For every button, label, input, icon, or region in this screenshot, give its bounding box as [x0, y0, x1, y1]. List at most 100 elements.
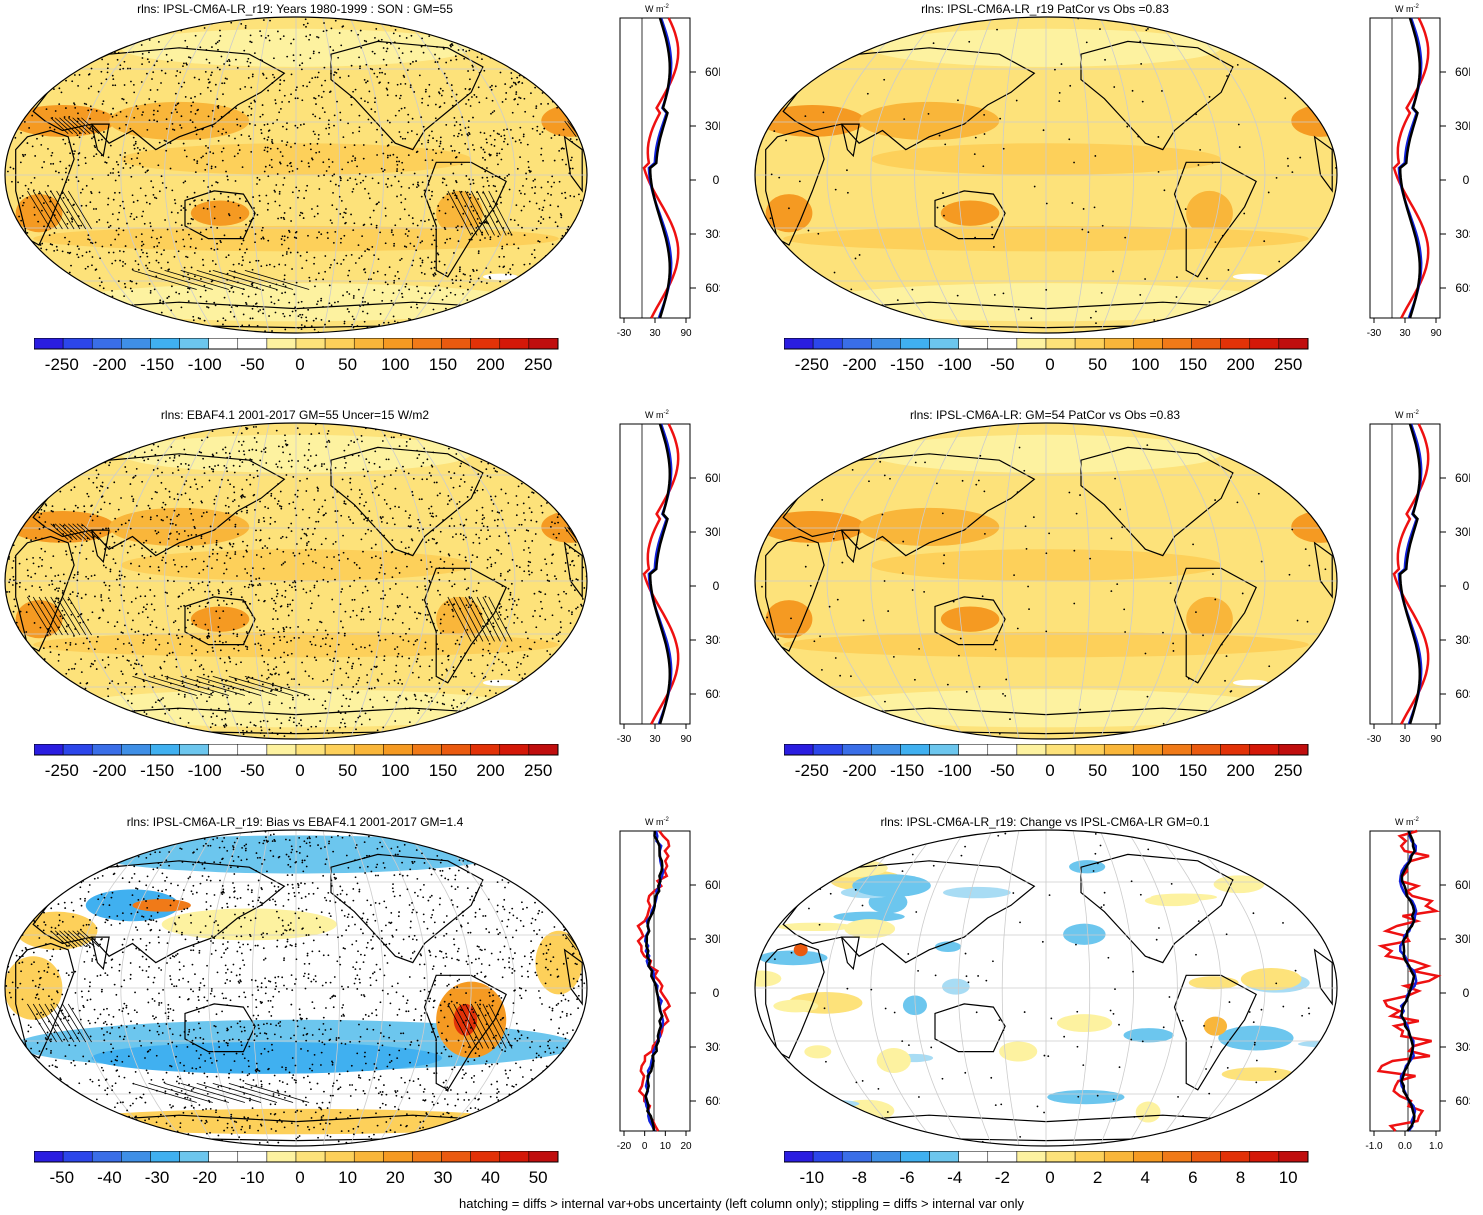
stipple-dot: [565, 241, 568, 243]
stipple-dot: [562, 128, 565, 131]
stipple-dot: [316, 212, 319, 215]
stipple-dot: [5, 120, 6, 123]
stipple-dot: [318, 51, 321, 54]
stipple-dot: [191, 708, 194, 711]
stipple-dot: [481, 518, 484, 521]
stipple-dot: [201, 501, 203, 504]
stipple-dot: [207, 687, 210, 690]
stipple-dot: [490, 453, 493, 456]
stipple-dot: [21, 277, 24, 280]
stipple-dot: [409, 84, 412, 87]
stipple-dot: [344, 212, 347, 215]
stipple-dot: [527, 564, 530, 567]
stipple-dot: [470, 672, 473, 674]
stipple-dot: [584, 295, 586, 298]
stipple-dot: [302, 306, 305, 309]
stipple-dot: [19, 197, 22, 199]
stipple-dot: [127, 332, 129, 333]
stipple-dot: [305, 319, 308, 322]
stipple-dot: [96, 710, 99, 713]
stipple-dot: [374, 36, 376, 39]
stipple-dot: [353, 598, 356, 601]
stipple-dot: [306, 655, 309, 658]
stipple-dot: [252, 494, 255, 497]
stipple-dot: [422, 461, 425, 464]
stipple-dot: [73, 152, 75, 155]
stipple-dot: [141, 515, 144, 518]
stipple-dot: [51, 243, 54, 246]
stipple-dot: [407, 525, 410, 528]
stipple-dot: [131, 194, 134, 197]
stipple-dot: [568, 238, 571, 241]
stipple-dot: [405, 283, 408, 285]
stipple-dot: [378, 71, 381, 74]
stipple-dot: [276, 147, 279, 150]
stipple-dot: [74, 150, 76, 152]
stipple-dot: [147, 504, 150, 507]
stipple-dot: [542, 428, 545, 431]
stipple-dot: [418, 453, 421, 456]
stipple-dot: [36, 436, 39, 439]
stipple-dot: [89, 446, 92, 449]
stipple-dot: [192, 519, 195, 521]
stipple-dot: [489, 556, 492, 559]
stipple-dot: [236, 635, 239, 638]
stipple-dot: [8, 469, 11, 472]
stipple-dot: [348, 310, 350, 313]
stipple-dot: [467, 606, 470, 609]
stipple-dot: [54, 73, 57, 75]
stipple-dot: [439, 289, 441, 292]
stipple-dot: [247, 114, 249, 117]
stipple-dot: [5, 113, 8, 115]
stipple-dot: [437, 67, 440, 70]
stipple-dot: [19, 511, 22, 514]
stipple-dot: [583, 317, 586, 320]
stipple-dot: [543, 480, 546, 483]
stipple-dot: [134, 332, 137, 333]
stipple-dot: [496, 132, 499, 135]
stipple-dot: [234, 17, 237, 19]
stipple-dot: [337, 643, 340, 646]
stipple-dot: [555, 287, 558, 289]
stipple-dot: [211, 552, 214, 555]
stipple-dot: [497, 701, 500, 704]
stipple-dot: [528, 573, 531, 576]
stipple-dot: [21, 738, 23, 739]
stipple-dot: [529, 551, 531, 554]
stipple-dot: [432, 308, 435, 311]
stipple-dot: [432, 331, 435, 333]
stipple-dot: [173, 580, 175, 583]
stipple-dot: [222, 610, 225, 613]
stipple-dot: [255, 578, 258, 580]
colorbar-swatch: [528, 338, 559, 350]
stipple-dot: [170, 17, 173, 19]
stipple-dot: [512, 719, 515, 722]
graticule-lon: [958, 17, 993, 333]
stipple-dot: [111, 535, 114, 538]
stipple-dot: [435, 481, 438, 484]
stipple-dot: [1141, 100, 1144, 103]
stipple-dot: [162, 556, 164, 559]
stipple-dot: [190, 545, 193, 548]
stipple-dot: [459, 523, 462, 526]
stipple-dot: [583, 513, 586, 515]
stipple-dot: [43, 510, 46, 512]
stipple-dot: [575, 68, 578, 71]
stipple-dot: [386, 186, 389, 188]
stipple-dot: [345, 221, 347, 224]
stipple-dot: [523, 331, 526, 333]
stipple-dot: [360, 493, 363, 496]
stipple-dot: [428, 679, 431, 681]
stipple-dot: [534, 312, 537, 315]
stipple-dot: [360, 610, 363, 613]
hatch-line: [196, 270, 262, 290]
stipple-dot: [434, 17, 437, 18]
stipple-dot: [27, 732, 30, 735]
coastline: [765, 129, 825, 246]
stipple-dot: [328, 165, 331, 168]
stipple-dot: [497, 327, 499, 330]
stipple-dot: [396, 17, 399, 20]
stipple-dot: [57, 574, 60, 577]
stipple-dot: [441, 730, 444, 733]
stipple-dot: [214, 304, 217, 307]
